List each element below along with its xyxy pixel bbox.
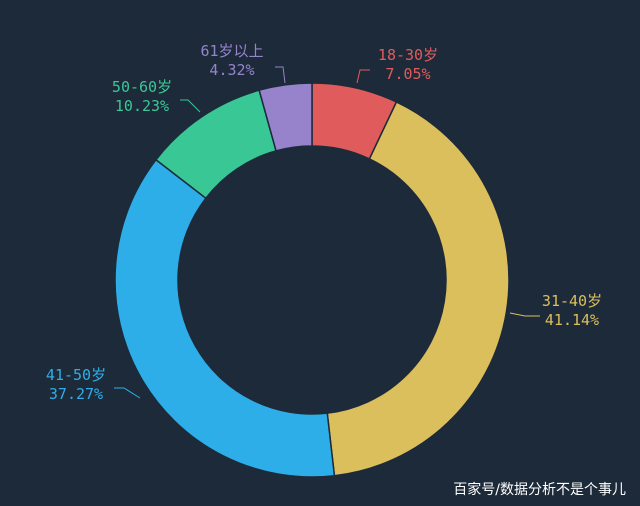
slice-value-label-3: 10.23%: [115, 97, 169, 115]
slice-name-label-2: 41-50岁: [46, 366, 106, 384]
label-leader-4: [275, 66, 286, 84]
label-leader-1: [509, 312, 540, 317]
slice-value-label-2: 37.27%: [49, 385, 103, 403]
slices-group: [114, 82, 510, 478]
slice-name-label-0: 18-30岁: [378, 46, 438, 64]
slice-name-label-1: 31-40岁: [542, 292, 602, 310]
slice-value-label-0: 7.05%: [385, 65, 430, 83]
watermark: 百家号/数据分析不是个事儿: [453, 481, 626, 498]
slice-name-label-4: 61岁以上: [200, 42, 263, 60]
label-leader-2: [114, 387, 141, 399]
slice-1: [326, 101, 510, 477]
slice-value-label-4: 4.32%: [209, 61, 254, 79]
slice-2: [114, 158, 336, 478]
label-leader-0: [356, 69, 370, 84]
slice-name-label-3: 50-60岁: [112, 78, 172, 96]
label-leader-3: [180, 99, 201, 113]
slice-4: [258, 82, 313, 152]
slice-value-label-1: 41.14%: [545, 311, 599, 329]
